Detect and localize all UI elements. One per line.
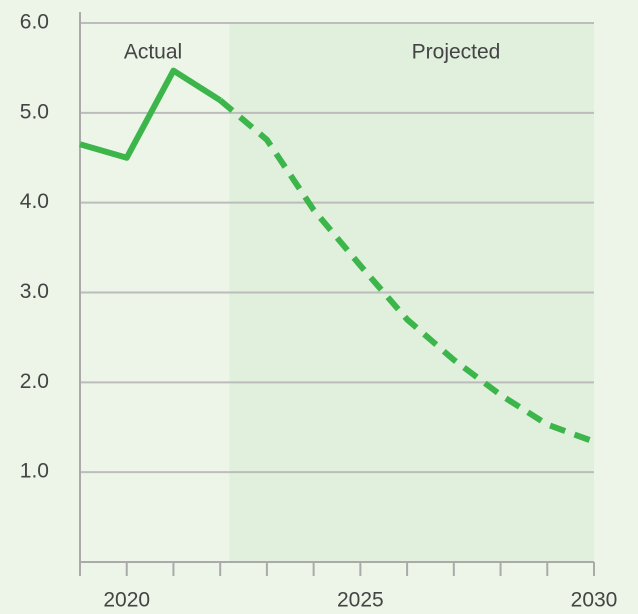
y-tick-label: 5.0 [20, 100, 49, 123]
y-tick-label: 6.0 [20, 11, 49, 34]
y-tick-label: 2.0 [20, 370, 49, 393]
region-label: Projected [412, 41, 501, 64]
x-tick-label: 2030 [571, 589, 618, 612]
series-line [218, 97, 596, 445]
x-tick-label: 2025 [337, 589, 384, 612]
region-label: Actual [124, 41, 182, 64]
y-tick-label: 4.0 [20, 190, 49, 213]
x-tick-label: 2020 [103, 589, 150, 612]
y-tick-label: 3.0 [20, 280, 49, 303]
series-line [79, 67, 222, 161]
y-tick-label: 1.0 [20, 460, 49, 483]
